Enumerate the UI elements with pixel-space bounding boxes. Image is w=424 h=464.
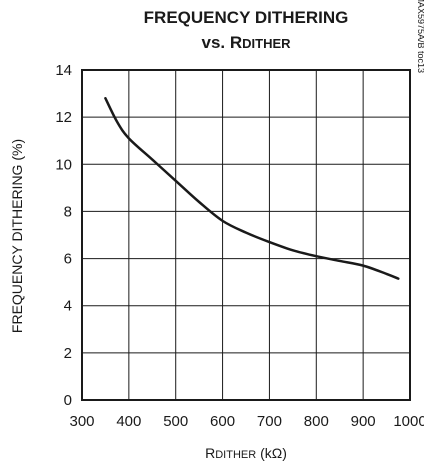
figure-id: MAX5975A/B toc13: [416, 0, 424, 73]
x-tick-label: 700: [257, 413, 282, 430]
series-group: [104, 97, 400, 280]
grid: [82, 70, 410, 400]
x-tick-label: 300: [69, 413, 94, 430]
y-tick-label: 10: [55, 156, 72, 173]
chart-title-line1: FREQUENCY DITHERING: [144, 8, 349, 27]
chart-title-line2: vs. RDITHER: [201, 33, 291, 52]
y-tick-label: 0: [64, 392, 72, 409]
y-tick-label: 12: [55, 109, 72, 126]
x-tick-label: 600: [210, 413, 235, 430]
y-tick-label: 4: [64, 298, 72, 315]
plot-area: [81, 69, 411, 401]
y-tick-label: 6: [64, 251, 72, 268]
x-tick-label: 900: [351, 413, 376, 430]
x-axis-label-suffix: (kΩ): [256, 445, 287, 461]
series-line: [104, 97, 400, 280]
x-axis-label: RDITHER (kΩ): [205, 445, 287, 461]
plot-frame: [81, 69, 411, 401]
x-axis-label-sub: DITHER: [215, 449, 256, 461]
y-axis-label: FREQUENCY DITHERING (%): [9, 139, 25, 333]
x-tick-labels: 300 400 500 600 700 800 900 1000: [69, 413, 424, 430]
y-tick-label: 14: [55, 62, 72, 79]
y-tick-label: 2: [64, 345, 72, 362]
x-axis-label-prefix: R: [205, 445, 215, 461]
x-tick-label: 500: [163, 413, 188, 430]
x-tick-label: 800: [304, 413, 329, 430]
chart-title-sub: DITHER: [242, 36, 291, 51]
y-tick-labels: 0 2 4 6 8 10 12 14: [55, 62, 72, 409]
y-tick-label: 8: [64, 203, 72, 220]
chart-title-prefix: vs. R: [201, 33, 242, 52]
x-tick-label: 1000: [393, 413, 424, 430]
x-tick-label: 400: [116, 413, 141, 430]
